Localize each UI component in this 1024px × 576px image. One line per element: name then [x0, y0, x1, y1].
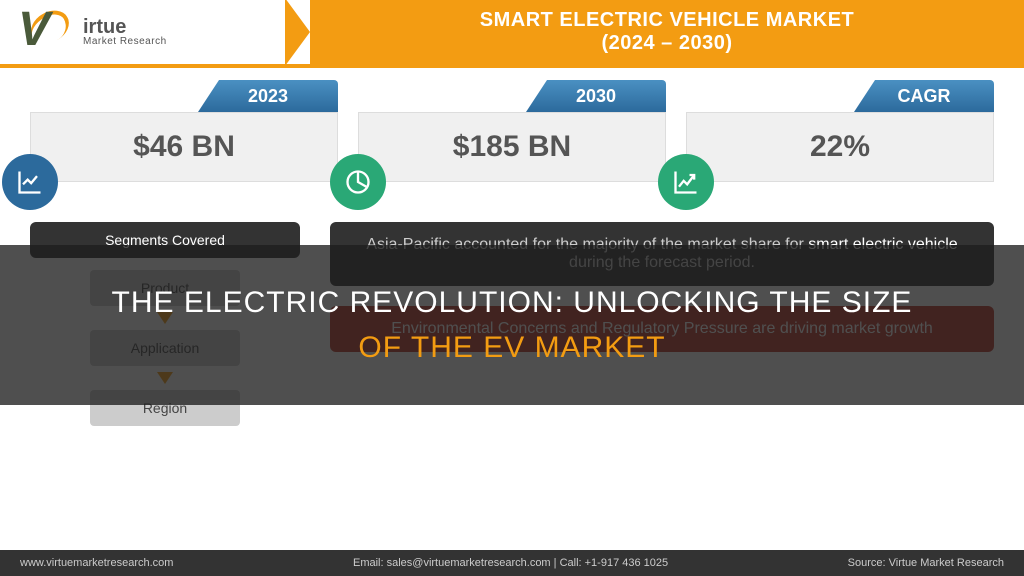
footer-url: www.virtuemarketresearch.com [20, 557, 173, 569]
logo-text: irtue Market Research [83, 17, 167, 47]
stat-value: $185 BN [358, 112, 666, 182]
footer-contact: Email: sales@virtuemarketresearch.com | … [353, 557, 668, 569]
title-line-2: (2024 – 2030) [601, 32, 732, 55]
pie-icon [330, 154, 386, 210]
header: V irtue Market Research SMART ELECTRIC V… [0, 0, 1024, 68]
overlay-line-2: OF THE EV MARKET [358, 331, 665, 364]
stat-tab: 2023 [198, 80, 338, 112]
stats-row: 2023 $46 BN 2030 $185 BN CAGR 22% [0, 68, 1024, 192]
footer-source: Source: Virtue Market Research [848, 557, 1004, 569]
title-line-1: SMART ELECTRIC VEHICLE MARKET [480, 9, 855, 32]
stat-value: 22% [686, 112, 994, 182]
title-bar: SMART ELECTRIC VEHICLE MARKET (2024 – 20… [310, 0, 1024, 64]
stat-2030: 2030 $185 BN [358, 88, 666, 182]
logo: V irtue Market Research [0, 0, 290, 64]
stat-value: $46 BN [30, 112, 338, 182]
stat-tab: CAGR [854, 80, 994, 112]
brand-tagline: Market Research [83, 37, 167, 47]
overlay-banner: THE ELECTRIC REVOLUTION: UNLOCKING THE S… [0, 245, 1024, 405]
chart-line-icon [2, 154, 58, 210]
stat-tab: 2030 [526, 80, 666, 112]
logo-mark: V [20, 10, 75, 55]
growth-icon [658, 154, 714, 210]
brand-name: irtue [83, 17, 167, 37]
overlay-line-1: THE ELECTRIC REVOLUTION: UNLOCKING THE S… [112, 286, 913, 319]
stat-2023: 2023 $46 BN [30, 88, 338, 182]
footer: www.virtuemarketresearch.com Email: sale… [0, 550, 1024, 576]
watermark: ShunZap [942, 525, 1006, 546]
overlay-text: THE ELECTRIC REVOLUTION: UNLOCKING THE S… [112, 280, 913, 370]
logo-letter: V [18, 2, 50, 57]
stat-cagr: CAGR 22% [686, 88, 994, 182]
